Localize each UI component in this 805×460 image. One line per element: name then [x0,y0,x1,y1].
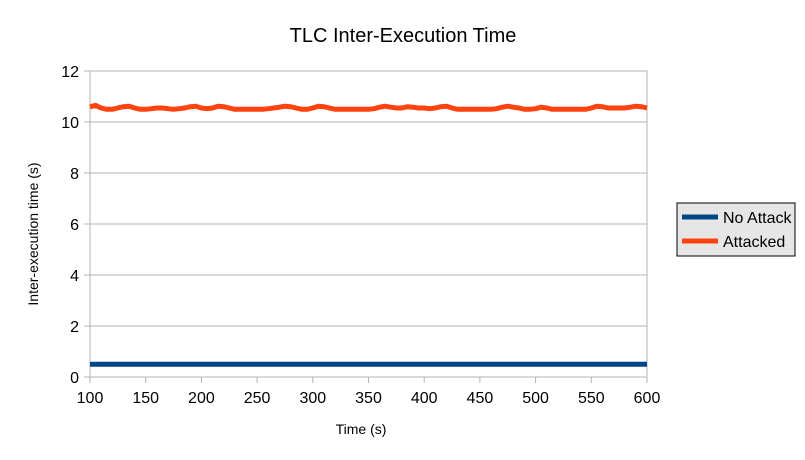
x-tick-label: 450 [467,390,494,407]
x-tick-label: 350 [355,390,382,407]
x-tick-label: 600 [634,390,661,407]
y-axis-ticks: 0 2 4 6 8 10 12 [61,64,90,387]
y-tick-label: 4 [70,268,79,285]
grid-layer [90,70,647,378]
y-tick-label: 10 [61,115,79,132]
y-tick-label: 6 [70,217,79,234]
x-axis-ticks: 100 150 200 250 300 350 400 450 500 550 600 [77,377,661,407]
y-tick-label: 0 [70,370,79,387]
legend-label-attacked: Attacked [723,234,785,251]
series-layer [89,102,648,367]
series-line-attacked [89,102,648,112]
x-tick-label: 550 [578,390,605,407]
legend-box [676,202,796,257]
x-tick-label: 150 [132,390,159,407]
legend: No Attack Attacked [676,202,796,257]
legend-items: No Attack Attacked [682,210,792,251]
x-tick-label: 300 [299,390,326,407]
y-tick-label: 12 [61,64,79,81]
x-tick-label: 200 [188,390,215,407]
chart-title: TLC Inter-Execution Time [290,25,517,47]
y-tick-label: 8 [70,166,79,183]
y-axis-label: Inter-execution time (s) [25,162,41,305]
x-tick-label: 400 [411,390,438,407]
x-tick-label: 100 [77,390,104,407]
x-tick-label: 250 [244,390,271,407]
y-tick-label: 2 [70,319,79,336]
x-tick-label: 500 [522,390,549,407]
legend-label-no-attack: No Attack [723,210,792,227]
x-axis-label: Time (s) [336,421,387,437]
